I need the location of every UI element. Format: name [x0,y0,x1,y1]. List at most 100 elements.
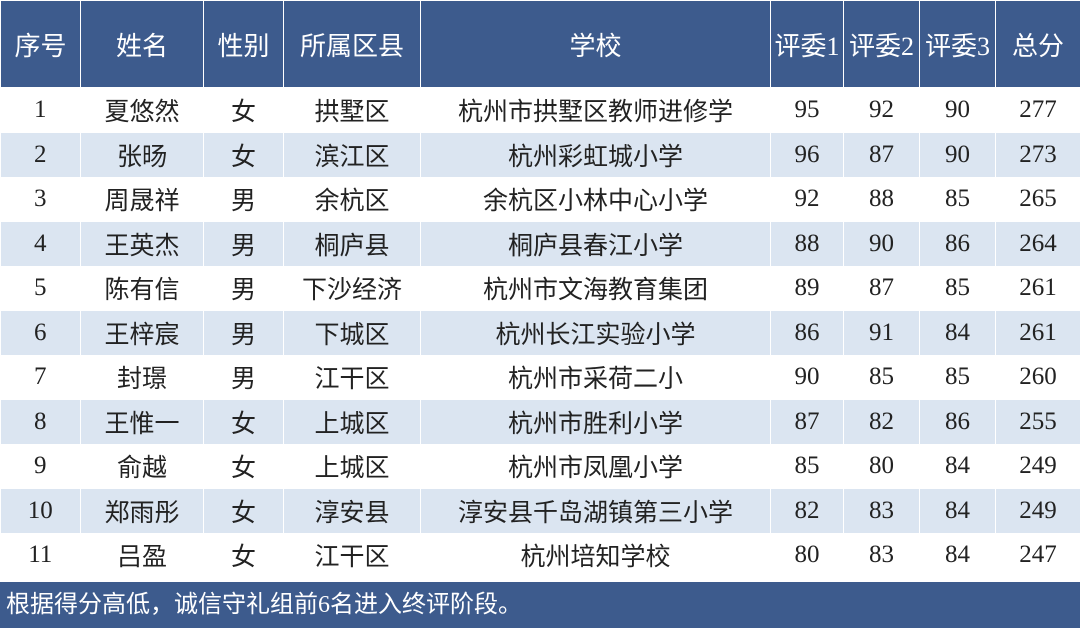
table-cell: 92 [770,177,844,222]
footnote: 根据得分高低，诚信守礼组前6名进入终评阶段。 [0,582,1080,628]
column-header: 性别 [203,0,284,88]
table-cell: 江干区 [283,533,421,578]
table-cell: 江干区 [283,355,421,400]
table-cell: 90 [770,355,844,400]
header-row: 序号 姓名 性别 所属区县 学校 评委1 评委2 评委3 总分 [0,0,1080,88]
table-cell: 杭州市胜利小学 [420,399,771,444]
table-cell: 247 [995,533,1080,578]
table-cell: 淳安县千岛湖镇第三小学 [420,488,771,533]
table-row: 9 俞越女上城区 杭州市凤凰小学 85 80 84 249 [0,444,1080,489]
table-cell: 杭州市采荷二小 [420,355,771,400]
column-header: 评委2 [843,0,920,88]
table-cell: 90 [919,132,996,177]
table-cell: 82 [843,399,920,444]
table-cell: 84 [919,488,996,533]
column-header: 姓名 [80,0,204,88]
table-cell: 87 [843,266,920,311]
table-cell: 女 [203,399,284,444]
table-cell: 桐庐县春江小学 [420,221,771,266]
table-cell: 男 [203,221,284,266]
table-row: 3 周晟祥男余杭区 余杭区小林中心小学 92 88 85 265 [0,177,1080,222]
table-body: 1 夏悠然女拱墅区 杭州市拱墅区教师进修学 95 92 90 277 2 张旸女滨江区 杭州彩虹城… [0,87,1080,578]
table-cell: 桐庐县 [283,221,421,266]
table-cell: 周晟祥 [80,177,204,222]
table-cell: 7 [0,355,81,400]
table-cell: 83 [843,488,920,533]
table-cell: 女 [203,488,284,533]
table-cell: 俞越 [80,444,204,489]
table-cell: 86 [770,310,844,355]
table-cell: 张旸 [80,132,204,177]
table-row: 7 封璟男江干区 杭州市采荷二小 90 85 85 260 [0,355,1080,400]
table-cell: 杭州长江实验小学 [420,310,771,355]
table-cell: 85 [919,177,996,222]
table-cell: 1 [0,87,81,133]
table-cell: 6 [0,310,81,355]
table-cell: 上城区 [283,399,421,444]
table-cell: 10 [0,488,81,533]
table-cell: 王英杰 [80,221,204,266]
table-cell: 王惟一 [80,399,204,444]
results-table: 序号 姓名 性别 所属区县 学校 评委1 评委2 评委3 总分 1 夏悠然女拱墅区 杭州市拱墅区教师… [0,0,1080,578]
column-header: 评委1 [770,0,844,88]
table-row: 10 郑雨彤女淳安县 淳安县千岛湖镇第三小学 82 83 84 249 [0,488,1080,533]
table-cell: 封璟 [80,355,204,400]
table-cell: 89 [770,266,844,311]
column-header: 序号 [0,0,81,88]
table-cell: 84 [919,533,996,578]
table-cell: 女 [203,444,284,489]
table-cell: 92 [843,87,920,133]
table-cell: 84 [919,310,996,355]
table-cell: 80 [770,533,844,578]
table-cell: 郑雨彤 [80,488,204,533]
table-cell: 261 [995,266,1080,311]
column-header: 所属区县 [283,0,421,88]
table-cell: 273 [995,132,1080,177]
table-cell: 95 [770,87,844,133]
table-cell: 264 [995,221,1080,266]
column-header: 评委3 [919,0,996,88]
table-cell: 249 [995,444,1080,489]
table-cell: 女 [203,87,284,133]
table-cell: 陈有信 [80,266,204,311]
table-cell: 261 [995,310,1080,355]
table-cell: 下城区 [283,310,421,355]
table-cell: 82 [770,488,844,533]
table-cell: 3 [0,177,81,222]
table-cell: 吕盈 [80,533,204,578]
table-cell: 85 [919,266,996,311]
table-cell: 86 [919,399,996,444]
table-cell: 杭州培知学校 [420,533,771,578]
table-cell: 夏悠然 [80,87,204,133]
table-cell: 女 [203,533,284,578]
table-cell: 男 [203,177,284,222]
table-cell: 260 [995,355,1080,400]
table-cell: 余杭区 [283,177,421,222]
table-cell: 5 [0,266,81,311]
table-cell: 87 [843,132,920,177]
table-cell: 4 [0,221,81,266]
table-cell: 85 [919,355,996,400]
table-cell: 淳安县 [283,488,421,533]
table-cell: 女 [203,132,284,177]
table-row: 2 张旸女滨江区 杭州彩虹城小学 96 87 90 273 [0,132,1080,177]
table-row: 5 陈有信男下沙经济 杭州市文海教育集团 89 87 85 261 [0,266,1080,311]
table-cell: 杭州彩虹城小学 [420,132,771,177]
table-cell: 86 [919,221,996,266]
table-row: 1 夏悠然女拱墅区 杭州市拱墅区教师进修学 95 92 90 277 [0,87,1080,133]
table-cell: 84 [919,444,996,489]
table-cell: 85 [770,444,844,489]
table-cell: 255 [995,399,1080,444]
table-cell: 9 [0,444,81,489]
table-cell: 87 [770,399,844,444]
table-cell: 2 [0,132,81,177]
table-cell: 王梓宸 [80,310,204,355]
table-row: 11 吕盈女江干区 杭州培知学校 80 83 84 247 [0,533,1080,578]
table-row: 6 王梓宸男下城区 杭州长江实验小学 86 91 84 261 [0,310,1080,355]
table-cell: 88 [770,221,844,266]
table-cell: 88 [843,177,920,222]
table-cell: 11 [0,533,81,578]
table-cell: 96 [770,132,844,177]
column-header: 总分 [995,0,1080,88]
